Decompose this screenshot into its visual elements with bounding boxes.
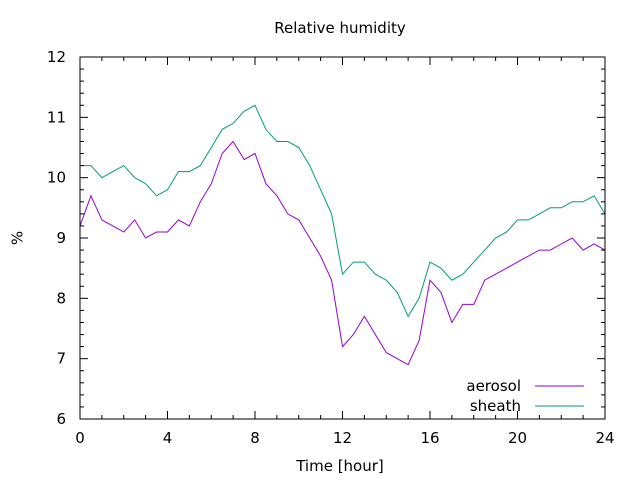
y-tick-label: 8 (56, 289, 66, 307)
x-tick-label: 8 (250, 429, 260, 447)
y-tick-label: 9 (56, 229, 66, 247)
x-tick-label: 24 (595, 429, 614, 447)
y-tick-label: 12 (47, 48, 66, 66)
x-tick-label: 4 (163, 429, 173, 447)
plot-frame (79, 56, 606, 420)
y-tick-label: 10 (47, 169, 66, 187)
series-layer (79, 104, 606, 366)
x-axis-label: Time [hour] (295, 457, 384, 475)
x-tick-label: 16 (420, 429, 439, 447)
y-tick-label: 6 (56, 410, 66, 428)
x-tick-label: 0 (75, 429, 85, 447)
ticks-layer: 0 4 8 12 16 20 24 6 7 8 9 10 11 12 (47, 48, 615, 447)
x-tick-label: 12 (333, 429, 352, 447)
y-tick-label: 7 (56, 350, 66, 368)
y-axis-label: % (9, 231, 27, 245)
series-line-sheath (80, 104, 606, 318)
legend-label-aerosol: aerosol (466, 377, 521, 395)
series-line-aerosol (79, 140, 606, 366)
chart-title: Relative humidity (274, 19, 406, 37)
x-tick-label: 20 (508, 429, 527, 447)
y-tick-label: 11 (47, 108, 66, 126)
legend-label-sheath: sheath (470, 397, 521, 415)
legend: aerosol sheath (466, 377, 584, 415)
